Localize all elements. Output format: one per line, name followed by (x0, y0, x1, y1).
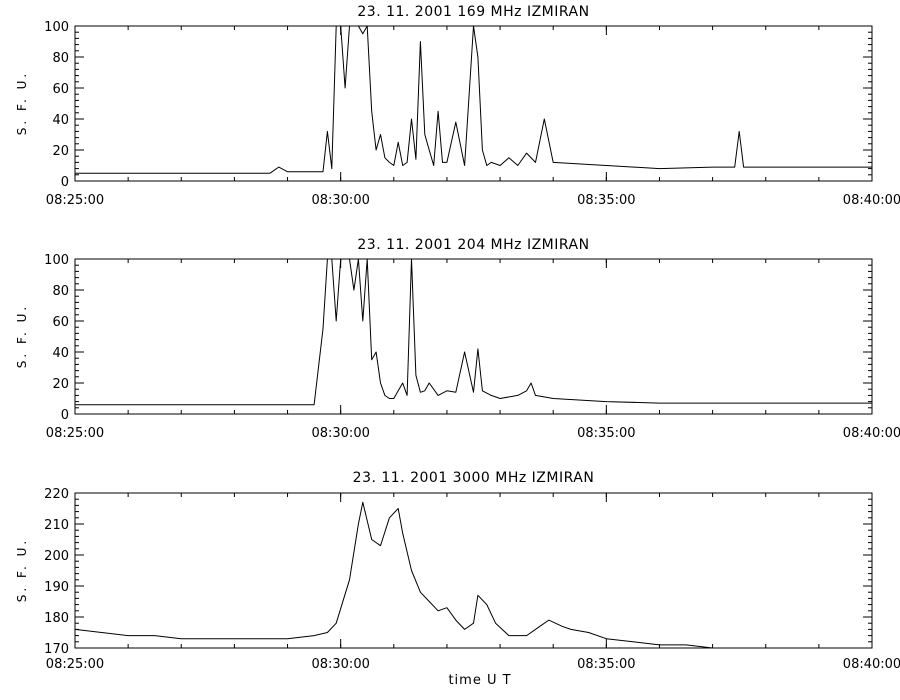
y-axis-label: S. F. U. (15, 71, 29, 135)
plot-frame (74, 492, 873, 649)
x-tick-label: 08:30:00 (311, 193, 369, 208)
plot-frame (74, 258, 873, 415)
flux-trace (75, 258, 872, 406)
y-tick-label: 210 (44, 518, 69, 533)
panel-3000mhz: 23. 11. 2001 3000 MHz IZMIRAN S. F. U. 170… (15, 470, 900, 672)
y-tick-label: 100 (44, 20, 69, 35)
chart-title: 23. 11. 2001 204 MHz IZMIRAN (357, 237, 589, 253)
y-tick-label: 200 (44, 549, 69, 564)
y-tick-label: 190 (44, 580, 69, 595)
chart-title: 23. 11. 2001 3000 MHz IZMIRAN (353, 470, 595, 486)
y-tick-label: 40 (52, 113, 69, 128)
y-tick-label: 20 (52, 144, 69, 159)
y-tick-label: 40 (52, 346, 69, 361)
y-tick-label: 170 (44, 642, 69, 657)
x-tick-label: 08:25:00 (46, 426, 104, 441)
panel-169mhz: 23. 11. 2001 169 MHz IZMIRAN S. F. U. 0 20 4… (15, 4, 900, 208)
y-tick-label: 220 (44, 487, 69, 502)
x-tick-label: 08:35:00 (577, 193, 635, 208)
y-tick-label: 80 (52, 284, 69, 299)
y-axis-label: S. F. U. (15, 538, 29, 602)
x-tick-label: 08:30:00 (311, 426, 369, 441)
y-tick-label: 0 (61, 408, 69, 423)
x-tick-label: 08:30:00 (311, 657, 369, 672)
x-tick-label: 08:35:00 (577, 426, 635, 441)
y-tick-label: 60 (52, 315, 69, 330)
y-axis-label: S. F. U. (15, 304, 29, 368)
y-tick-label: 80 (52, 51, 69, 66)
figure-xlabel: time U T (448, 673, 511, 688)
y-tick-label: 0 (61, 175, 69, 190)
x-tick-label: 08:40:00 (843, 426, 900, 441)
x-tick-label: 08:25:00 (46, 193, 104, 208)
flux-trace (75, 25, 872, 174)
x-tick-label: 08:25:00 (46, 657, 104, 672)
chart-title: 23. 11. 2001 169 MHz IZMIRAN (357, 4, 589, 20)
flux-trace (74, 501, 872, 649)
y-tick-label: 100 (44, 253, 69, 268)
y-tick-label: 60 (52, 82, 69, 97)
y-tick-label: 180 (44, 611, 69, 626)
x-tick-label: 08:40:00 (843, 193, 900, 208)
plot-frame (74, 25, 873, 182)
y-tick-label: 20 (52, 377, 69, 392)
panel-204mhz: 23. 11. 2001 204 MHz IZMIRAN S. F. U. 0 20 4… (15, 237, 900, 441)
x-tick-label: 08:35:00 (577, 657, 635, 672)
x-tick-label: 08:40:00 (843, 657, 900, 672)
